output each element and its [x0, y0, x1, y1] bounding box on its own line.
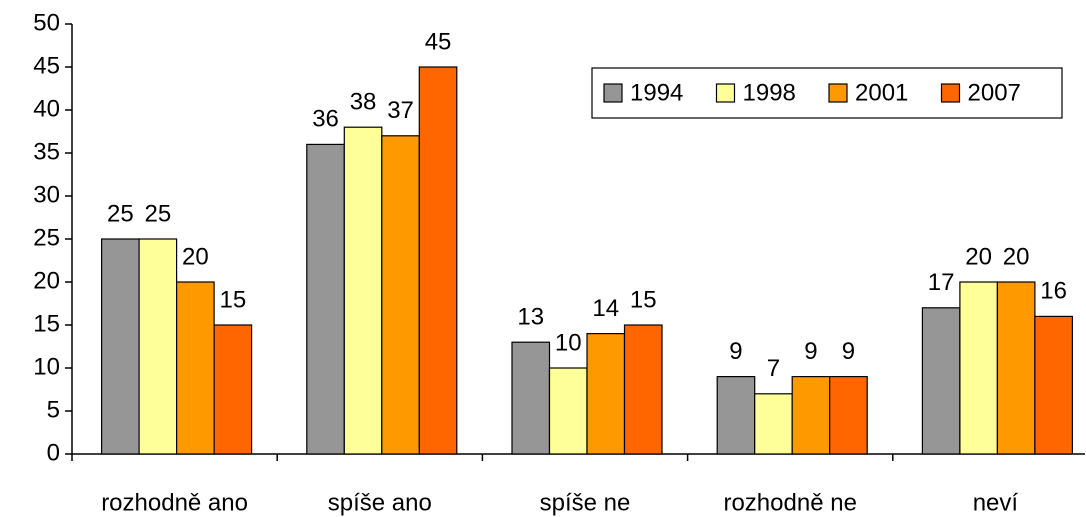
bar	[754, 393, 793, 455]
bar	[418, 66, 458, 455]
value-label: 14	[592, 295, 619, 322]
bar	[100, 238, 140, 455]
value-label: 15	[630, 286, 657, 313]
bar	[381, 135, 420, 455]
x-tick-label: rozhodně ano	[101, 489, 248, 516]
y-tick-label: 25	[33, 224, 60, 251]
value-label: 9	[842, 338, 855, 365]
y-tick-label: 15	[33, 310, 60, 337]
y-tick-label: 0	[47, 439, 60, 466]
value-label: 20	[1003, 243, 1030, 270]
bar	[716, 376, 756, 455]
legend-label: 2007	[968, 79, 1021, 106]
bar	[176, 281, 215, 455]
x-tick-label: spíše ne	[540, 489, 631, 516]
y-tick-label: 50	[33, 9, 60, 36]
value-label: 36	[312, 106, 339, 133]
bar	[921, 307, 961, 455]
value-label: 13	[517, 304, 544, 331]
legend-swatch	[940, 83, 961, 103]
bar	[1034, 315, 1074, 455]
legend-label: 2001	[855, 79, 908, 106]
x-tick-label: rozhodně ne	[723, 489, 856, 516]
bar	[829, 376, 868, 455]
bar	[996, 281, 1036, 455]
bar	[586, 333, 626, 455]
legend-box	[591, 67, 1063, 119]
value-label: 7	[767, 355, 780, 382]
bar	[511, 341, 551, 455]
legend-label: 1998	[743, 79, 796, 106]
legend-swatch	[828, 83, 848, 103]
y-tick-label: 35	[33, 138, 60, 165]
y-tick-label: 5	[47, 396, 60, 423]
value-label: 37	[387, 97, 414, 124]
value-label: 25	[107, 200, 134, 227]
value-label: 38	[350, 89, 377, 116]
y-tick-label: 45	[33, 52, 60, 79]
x-tick-label: neví	[973, 489, 1019, 516]
value-label: 25	[144, 200, 171, 227]
legend: 1994 1998 2001 2007	[591, 67, 1063, 119]
x-tick-label: spíše ano	[328, 489, 432, 516]
legend-swatch	[715, 83, 736, 103]
value-label: 9	[729, 338, 742, 365]
legend-swatch	[603, 83, 623, 103]
y-tick-label: 40	[33, 95, 60, 122]
value-label: 10	[555, 329, 582, 356]
bar	[548, 367, 588, 455]
value-label: 9	[804, 338, 817, 365]
value-label: 20	[965, 243, 992, 270]
bar	[959, 281, 999, 455]
value-label: 15	[219, 286, 246, 313]
y-tick-label: 30	[33, 181, 60, 208]
bar	[343, 126, 383, 455]
value-label: 20	[182, 243, 209, 270]
bar	[213, 324, 253, 455]
bar	[791, 376, 831, 455]
y-tick-label: 20	[33, 267, 60, 294]
bar	[138, 238, 178, 455]
bar	[623, 324, 663, 455]
legend-label: 1994	[630, 79, 683, 106]
value-label: 16	[1040, 278, 1067, 305]
y-tick-label: 10	[33, 353, 60, 380]
value-label: 17	[928, 269, 955, 296]
value-label: 45	[425, 28, 452, 55]
bar	[306, 143, 345, 455]
